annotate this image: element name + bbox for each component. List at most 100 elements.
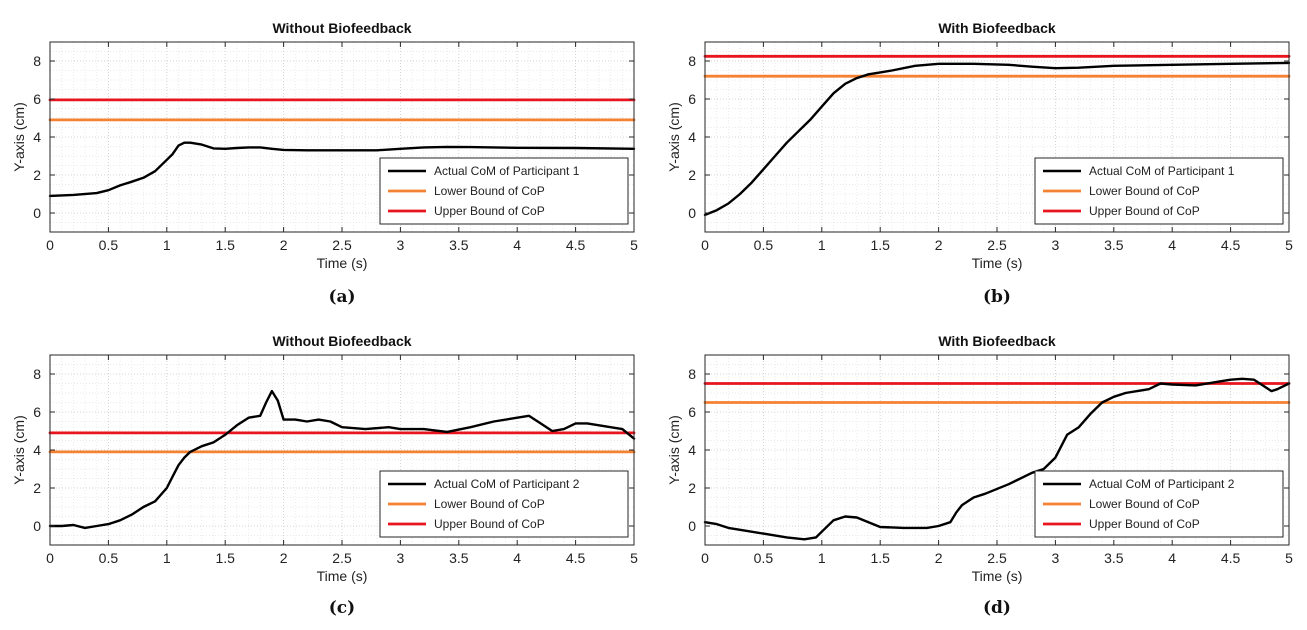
x-tick-label: 5 [630,550,638,566]
x-axis-label: Time (s) [317,568,368,584]
x-tick-label: 3 [1052,237,1060,253]
y-tick-label: 4 [33,442,41,458]
chart-title: Without Biofeedback [272,20,411,36]
y-tick-label: 6 [33,404,41,420]
chart-panel-1: 0 0.5 1 1.5 2 2.5 3 3.5 4 4.5 5 0 2 4 6 8 With Biofeedba… [666,20,1293,307]
legend: Actual CoM of Participant 1 Lower Bound o… [379,157,629,225]
x-tick-label: 1.5 [215,237,235,253]
x-tick-label: 2.5 [332,237,352,253]
y-axis-label: Y-axis (cm) [11,102,27,172]
x-tick-label: 2 [280,237,288,253]
y-tick-label: 4 [33,129,41,145]
x-tick-label: 3.5 [1104,237,1124,253]
x-tick-label: 3 [397,550,405,566]
x-tick-label: 3 [397,237,405,253]
y-tick-label: 2 [688,480,696,496]
panel-label: (a) [328,287,355,307]
y-tick-label: 2 [33,167,41,183]
x-tick-label: 4 [513,237,521,253]
chart-panel-3: 0 0.5 1 1.5 2 2.5 3 3.5 4 4.5 5 0 2 4 6 8 With Biofeedba… [666,333,1293,618]
x-tick-label: 4.5 [1221,237,1241,253]
y-axis-label: Y-axis (cm) [11,415,27,485]
x-tick-label: 5 [1285,237,1293,253]
x-tick-label: 4 [513,550,521,566]
legend-label-0: Actual CoM of Participant 1 [1089,164,1235,178]
y-tick-label: 0 [688,518,696,534]
y-tick-label: 0 [688,205,696,221]
chart-panel-2: 0 0.5 1 1.5 2 2.5 3 3.5 4 4.5 5 0 2 4 6 8 Without Biofee… [11,333,638,618]
x-tick-label: 1.5 [215,550,235,566]
x-tick-label: 3.5 [449,237,469,253]
x-tick-label: 1.5 [870,237,890,253]
x-tick-label: 0.5 [99,550,119,566]
x-tick-label: 1 [818,237,826,253]
x-tick-label: 5 [630,237,638,253]
x-tick-label: 4 [1168,237,1176,253]
x-axis-label: Time (s) [317,255,368,271]
x-tick-label: 2.5 [987,550,1007,566]
x-tick-label: 0.5 [754,237,774,253]
x-tick-label: 3 [1052,550,1060,566]
legend-label-1: Lower Bound of CoP [434,184,545,198]
x-tick-label: 4.5 [566,237,586,253]
x-tick-label: 2 [935,237,943,253]
series-line-0 [48,389,636,530]
y-tick-label: 6 [688,91,696,107]
chart-panel-0: 0 0.5 1 1.5 2 2.5 3 3.5 4 4.5 5 0 2 4 6 8 Without Biofee… [11,20,638,307]
x-tick-label: 4.5 [566,550,586,566]
y-tick-label: 0 [33,205,41,221]
chart-title: With Biofeedback [938,333,1056,349]
x-tick-label: 1 [163,237,171,253]
legend-label-0: Actual CoM of Participant 2 [434,477,580,491]
y-tick-label: 4 [688,129,696,145]
y-tick-label: 8 [688,53,696,69]
y-tick-label: 6 [688,404,696,420]
legend: Actual CoM of Participant 2 Lower Bound o… [379,470,629,538]
x-tick-label: 0 [46,237,54,253]
x-axis-label: Time (s) [972,568,1023,584]
y-tick-label: 8 [33,366,41,382]
x-tick-label: 2.5 [332,550,352,566]
legend-label-2: Upper Bound of CoP [1089,204,1200,218]
x-tick-label: 1.5 [870,550,890,566]
y-axis-label: Y-axis (cm) [666,415,682,485]
series-line-0 [703,377,1291,541]
x-tick-label: 1 [163,550,171,566]
x-tick-label: 0 [701,237,709,253]
legend-label-0: Actual CoM of Participant 1 [434,164,580,178]
legend-label-1: Lower Bound of CoP [1089,184,1200,198]
y-tick-label: 8 [688,366,696,382]
x-tick-label: 0 [46,550,54,566]
x-tick-label: 2 [280,550,288,566]
y-tick-label: 2 [688,167,696,183]
panel-label: (c) [329,598,355,618]
chart-title: With Biofeedback [938,20,1056,36]
x-tick-label: 0.5 [754,550,774,566]
y-axis-label: Y-axis (cm) [666,102,682,172]
series-line-0 [48,141,636,198]
y-tick-label: 0 [33,518,41,534]
x-axis-label: Time (s) [972,255,1023,271]
y-tick-label: 8 [33,53,41,69]
x-tick-label: 2 [935,550,943,566]
chart-title: Without Biofeedback [272,333,411,349]
x-tick-label: 3.5 [1104,550,1124,566]
legend-label-2: Upper Bound of CoP [434,517,545,531]
legend: Actual CoM of Participant 2 Lower Bound o… [1034,470,1284,538]
legend-label-0: Actual CoM of Participant 2 [1089,477,1235,491]
x-tick-label: 5 [1285,550,1293,566]
y-tick-label: 6 [33,91,41,107]
series-line-0 [703,61,1291,217]
x-tick-label: 0.5 [99,237,119,253]
x-tick-label: 2.5 [987,237,1007,253]
x-tick-label: 4 [1168,550,1176,566]
y-tick-label: 2 [33,480,41,496]
panel-label: (d) [983,598,1011,618]
legend-label-1: Lower Bound of CoP [434,497,545,511]
legend-label-2: Upper Bound of CoP [434,204,545,218]
legend-label-1: Lower Bound of CoP [1089,497,1200,511]
legend: Actual CoM of Participant 1 Lower Bound o… [1034,157,1284,225]
x-tick-label: 1 [818,550,826,566]
x-tick-label: 4.5 [1221,550,1241,566]
